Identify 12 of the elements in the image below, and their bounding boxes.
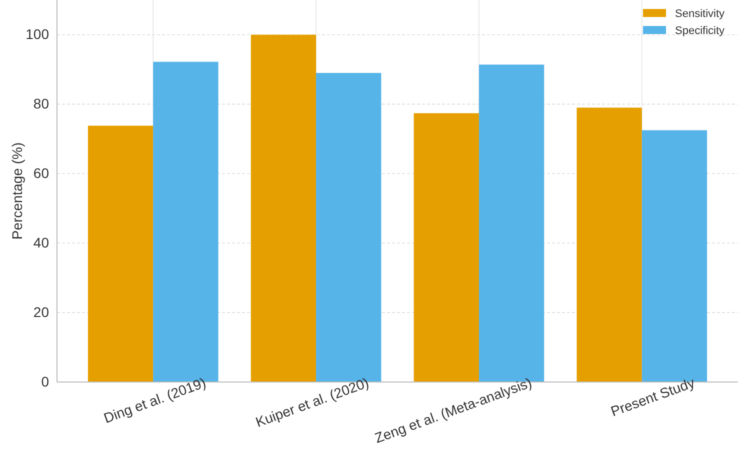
legend-label: Specificity bbox=[675, 25, 726, 37]
y-axis-title: Percentage (%) bbox=[9, 142, 25, 240]
y-tick-label: 100 bbox=[26, 26, 50, 42]
bar bbox=[88, 126, 154, 382]
y-tick-label: 80 bbox=[33, 96, 50, 112]
y-tick-label: 0 bbox=[41, 373, 50, 390]
legend-label: Sensitivity bbox=[675, 8, 726, 20]
y-tick-label: 20 bbox=[33, 304, 50, 320]
y-tick-label: 40 bbox=[33, 234, 50, 251]
bar bbox=[576, 108, 642, 382]
bar bbox=[250, 34, 316, 382]
y-tick-label: 60 bbox=[33, 165, 50, 182]
